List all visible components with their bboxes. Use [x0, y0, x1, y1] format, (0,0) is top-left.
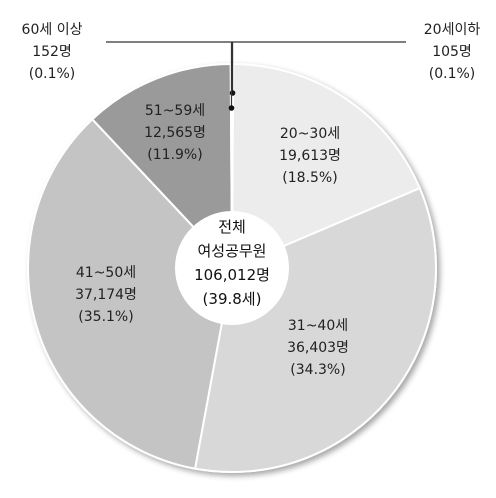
- pie-slice-4: [90, 62, 234, 271]
- slice-label-2-line-0: 31~40세: [288, 318, 348, 334]
- slice-label-1-line-2: (18.5%): [282, 170, 337, 186]
- center-line-3: 106,012명: [194, 266, 270, 284]
- slice-label-5-line-0: 60세 이상: [22, 22, 83, 38]
- leader-dot-0: [229, 90, 236, 96]
- center-circle: [175, 211, 289, 325]
- slice-label-1-line-1: 19,613명: [279, 148, 341, 164]
- slice-labels: 20세이하 105명 (0.1%) 20~30세 19,613명 (18.5%) 31~40…: [22, 22, 481, 378]
- leader-line-0: [231, 41, 406, 94]
- slice-label-5-line-1: 152명: [32, 44, 72, 60]
- slice-label-0-line-0: 20세이하: [424, 22, 481, 38]
- slice-label-4-line-2: (11.9%): [147, 147, 202, 163]
- pie-slice-3: [27, 117, 234, 470]
- leader-dot-5: [228, 105, 235, 111]
- slice-label-0-line-2: (0.1%): [429, 66, 476, 82]
- pie-slice-1: [230, 62, 422, 270]
- slice-label-3-line-2: (35.1%): [78, 309, 133, 325]
- slice-label-4-line-1: 12,565명: [144, 125, 206, 141]
- slice-label-0-line-1: 105명: [432, 44, 472, 60]
- slice-label-3-line-1: 37,174명: [75, 287, 137, 303]
- leader-line-5: [106, 41, 233, 109]
- leader-lines: [106, 41, 406, 111]
- slice-label-4-line-0: 51~59세: [145, 103, 205, 119]
- slice-label-1-line-0: 20~30세: [280, 126, 340, 142]
- center-line-4: (39.8세): [203, 290, 262, 308]
- slice-label-2-line-2: (34.3%): [290, 362, 345, 378]
- center-line-1: 전체: [218, 218, 246, 236]
- slice-label-5-line-2: (0.1%): [29, 66, 76, 82]
- center-line-2: 여성공무원: [197, 242, 266, 260]
- slice-label-3-line-0: 41~50세: [76, 265, 136, 281]
- slice-label-2-line-1: 36,403명: [287, 340, 349, 356]
